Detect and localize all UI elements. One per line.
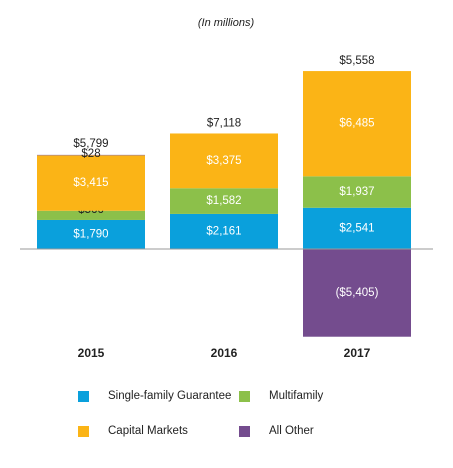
legend-label-capital-markets: Capital Markets: [108, 425, 188, 437]
data-label-2015-all-other: $28: [81, 148, 100, 160]
legend-item-multifamily: Multifamily: [239, 390, 324, 402]
legend-item-all-other: All Other: [239, 425, 314, 437]
bars-group: $1,790$566$3,415$28$5,7992015$2,161$1,58…: [37, 55, 411, 360]
legend-label-multifamily: Multifamily: [269, 390, 324, 402]
bar-2016-capital-markets: [170, 133, 278, 189]
data-label-2016-single-family-guarantee: $2,161: [206, 225, 241, 237]
data-label-2016-capital-markets: $3,375: [206, 155, 241, 167]
legend-label-single-family-guarantee: Single-family Guarantee: [108, 390, 231, 402]
total-label-2016: $7,118: [207, 117, 241, 129]
data-label-2016-multifamily: $1,582: [206, 195, 241, 207]
bar-2017-capital-markets: [303, 71, 411, 177]
legend-swatch-all-other: [239, 426, 250, 437]
bar-2015-multifamily: [37, 210, 145, 220]
data-label-2017-all-other: ($5,405): [336, 287, 379, 299]
bar-2016-multifamily: [170, 188, 278, 214]
data-label-2015-capital-markets: $3,415: [73, 177, 108, 189]
legend-swatch-single-family-guarantee: [78, 391, 89, 402]
bar-2017-multifamily: [303, 176, 411, 208]
legend: Single-family Guarantee Multifamily Capita…: [78, 390, 324, 437]
total-label-2017: $5,558: [339, 55, 374, 67]
legend-swatch-multifamily: [239, 391, 250, 402]
data-label-2017-single-family-guarantee: $2,541: [339, 222, 374, 234]
legend-label-all-other: All Other: [269, 425, 314, 437]
category-label-2016: 2016: [211, 346, 238, 360]
data-label-2017-multifamily: $1,937: [339, 186, 374, 198]
total-label-2015: $5,799: [73, 138, 108, 150]
bar-2015-single-family-guarantee: [37, 219, 145, 249]
unit-label: (In millions): [198, 17, 255, 29]
bar-2017-all-other: [303, 249, 411, 337]
data-label-2017-capital-markets: $6,485: [339, 118, 374, 130]
legend-item-single-family-guarantee: Single-family Guarantee: [78, 390, 231, 402]
legend-swatch-capital-markets: [78, 426, 89, 437]
bar-2016-single-family-guarantee: [170, 213, 278, 249]
legend-item-capital-markets: Capital Markets: [78, 425, 188, 437]
bar-2015-capital-markets: [37, 155, 145, 211]
bar-2017-single-family-guarantee: [303, 207, 411, 249]
data-label-2015-single-family-guarantee: $1,790: [73, 229, 108, 241]
category-label-2017: 2017: [344, 346, 371, 360]
category-label-2015: 2015: [78, 346, 105, 360]
